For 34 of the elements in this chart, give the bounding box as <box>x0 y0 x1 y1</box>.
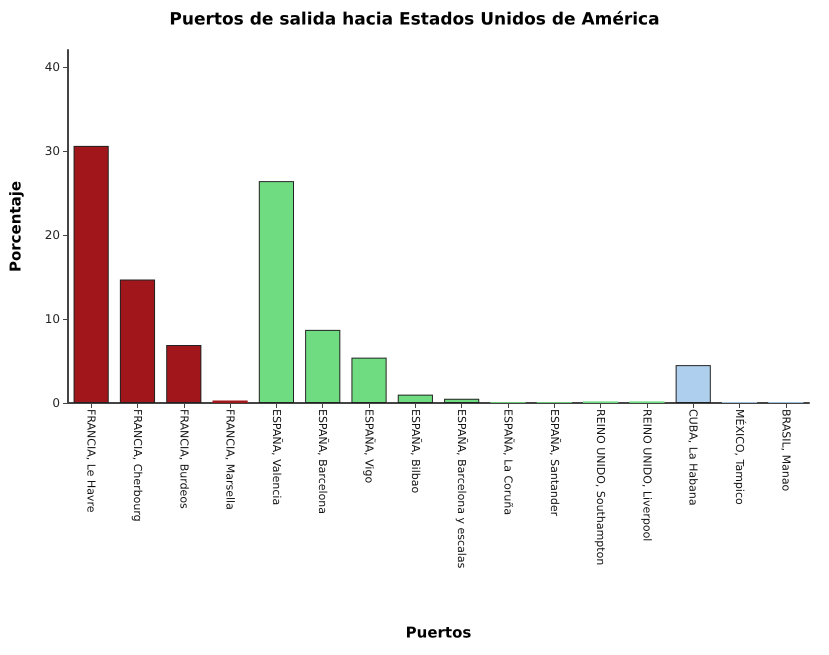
bar <box>444 398 480 403</box>
y-axis-title: Porcentaje <box>6 180 24 272</box>
bar <box>398 394 433 403</box>
x-tick-label: FRANCIA, Cherbourg <box>130 409 144 522</box>
x-tick-label: ESPAÑA, Barcelona <box>316 409 330 514</box>
y-tick-label: 30 <box>44 144 60 158</box>
y-tick-label: 20 <box>44 228 60 242</box>
x-tick-label: MÉXICO, Tampico <box>733 409 748 505</box>
x-tick-label: ESPAÑA, La Coruña <box>501 409 516 516</box>
x-tick-label: FRANCIA, Le Havre <box>84 409 98 513</box>
x-tick-label: FRANCIA, Marsella <box>224 409 237 510</box>
bar <box>212 400 248 403</box>
x-axis-title: Puertos <box>406 624 472 642</box>
bar <box>305 330 340 403</box>
bar <box>120 279 156 403</box>
x-tick-label: ESPAÑA, Vigo <box>362 409 377 484</box>
bar <box>74 146 109 403</box>
x-tick-label: BRASIL, Manao <box>779 409 792 492</box>
x-tick-label: REINO UNIDO, Liverpool <box>640 409 654 542</box>
x-tick-label: FRANCIA, Burdeos <box>177 409 190 510</box>
x-tick-label: ESPAÑA, Santander <box>548 409 562 517</box>
bar <box>351 358 387 403</box>
x-tick-label: ESPAÑA, Bilbao <box>408 409 423 494</box>
bar <box>258 181 294 403</box>
y-tick-label: 10 <box>44 312 60 326</box>
bar <box>166 345 202 403</box>
y-tick-label: 40 <box>44 60 60 74</box>
x-tick-label: ESPAÑA, Valencia <box>270 409 284 506</box>
x-tick-label: CUBA, La Habana <box>686 409 700 506</box>
x-tick-label: ESPAÑA, Barcelona y escalas <box>455 409 470 569</box>
y-tick-label: 0 <box>52 396 60 410</box>
chart-title: Puertos de salida hacia Estados Unidos de América <box>169 10 660 30</box>
x-tick-label: REINO UNIDO, Southampton <box>594 409 608 566</box>
bar <box>676 365 711 403</box>
